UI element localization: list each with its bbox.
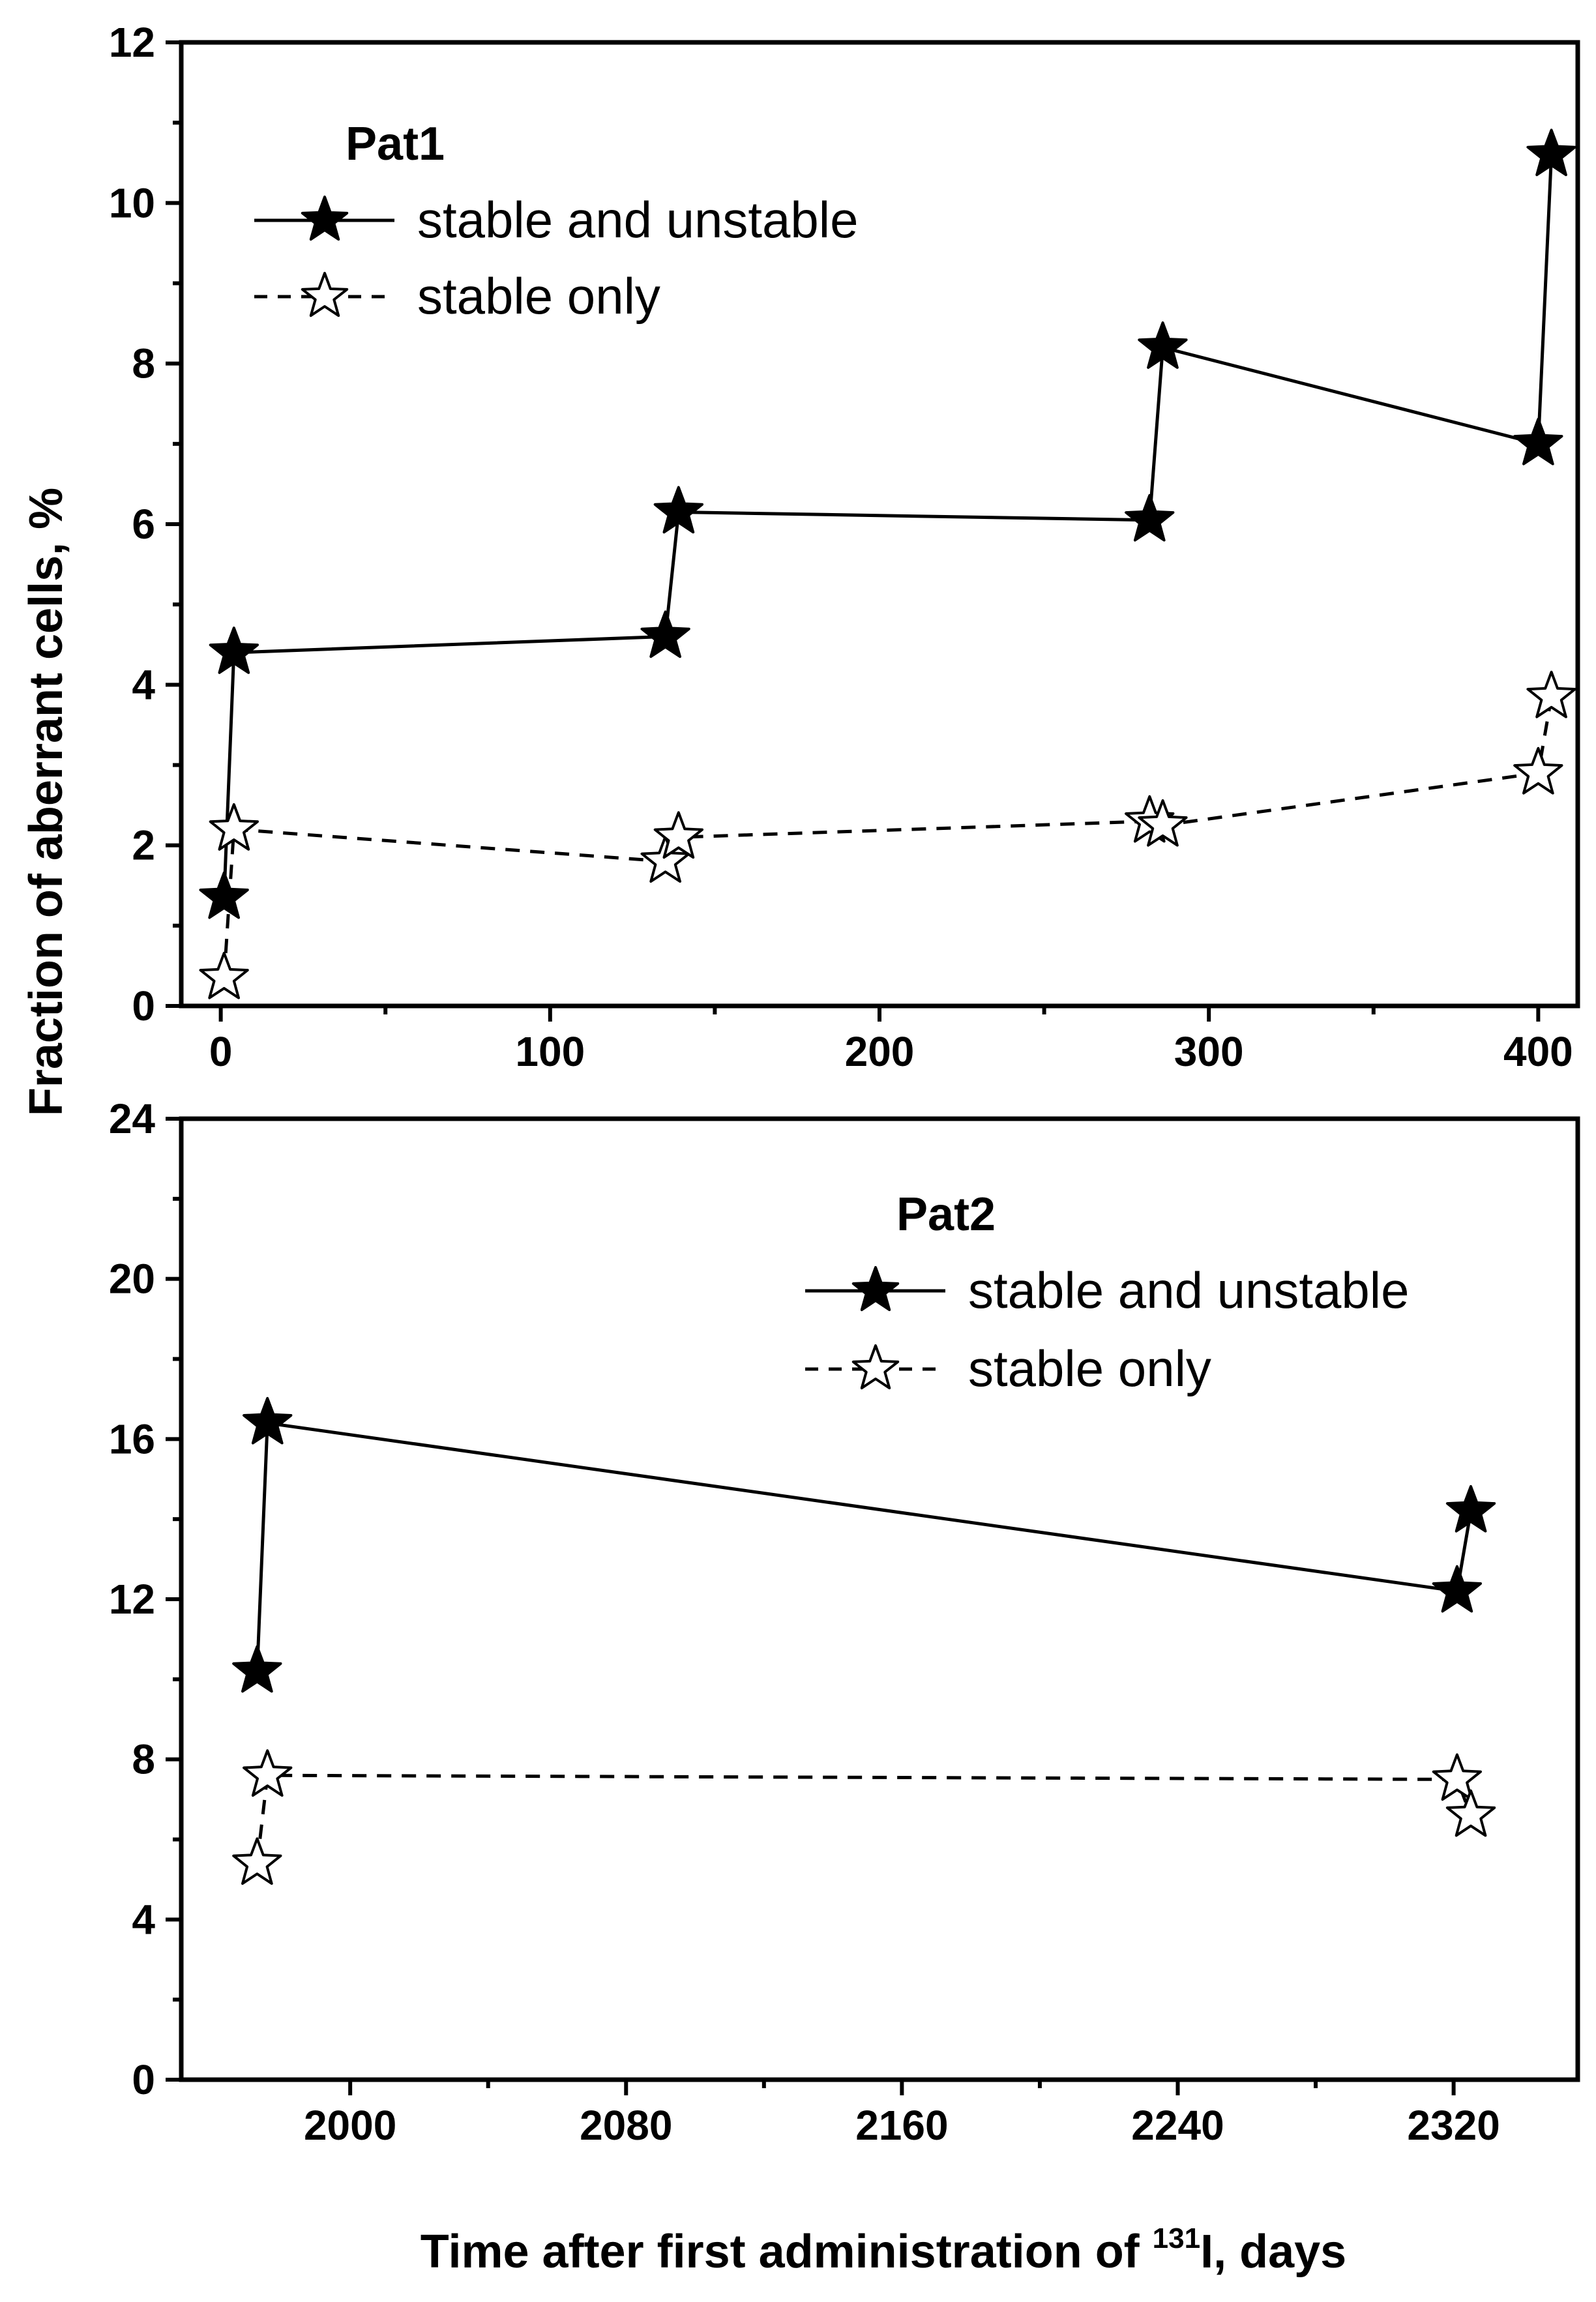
- legend-filled-star-icon: [301, 196, 349, 241]
- legend-label: stable and unstable: [417, 191, 859, 248]
- data-point-open-star: [1138, 799, 1188, 847]
- y-tick-label: 4: [132, 1896, 155, 1943]
- data-point-filled-star: [209, 627, 259, 674]
- legend-label: stable only: [417, 267, 660, 325]
- data-point-open-star: [243, 1749, 293, 1797]
- x-tick-label: 2320: [1407, 2102, 1500, 2149]
- data-point-open-star: [640, 835, 690, 883]
- data-point-open-star: [1513, 746, 1563, 795]
- data-point-filled-star: [1513, 417, 1563, 465]
- plot-frame: [179, 40, 1580, 1009]
- y-axis-title: Fraction of aberrant cells, %: [20, 488, 72, 1116]
- y-tick-label: 10: [109, 179, 155, 226]
- x-axis-title-prefix: Time after first administration of: [421, 2226, 1153, 2278]
- y-tick-label: 24: [109, 1095, 156, 1142]
- data-point-open-star: [199, 951, 249, 999]
- y-tick-label: 0: [132, 2056, 155, 2103]
- x-tick-label: 300: [1174, 1028, 1244, 1075]
- x-tick-label: 400: [1503, 1028, 1573, 1075]
- series-line-stable-and-unstable: [255, 1421, 1473, 1672]
- legend-label: stable only: [968, 1340, 1211, 1397]
- data-point-open-star: [209, 803, 259, 851]
- y-tick-label: 0: [132, 982, 155, 1029]
- y-tick-label: 6: [132, 501, 155, 548]
- pat2-chart-panel: 2000 2080 2160 2240 2320 0 4 8 12 16 20 24 Pat2 stabl…: [109, 1095, 1580, 2149]
- data-point-open-star: [232, 1837, 282, 1885]
- x-tick-label: 100: [515, 1028, 585, 1075]
- x-tick-label: 0: [209, 1028, 233, 1075]
- data-point-filled-star: [653, 486, 703, 534]
- x-axis-title-superscript: 131: [1153, 2222, 1200, 2254]
- y-tick-label: 16: [109, 1415, 155, 1462]
- data-point-filled-star: [243, 1396, 293, 1445]
- x-tick-label: 200: [845, 1028, 915, 1075]
- series-line-stable-only: [222, 696, 1554, 979]
- x-axis-title: Time after first administration of 131I,…: [421, 2222, 1346, 2278]
- series-line-stable-and-unstable: [222, 155, 1554, 898]
- x-tick-label: 2240: [1131, 2102, 1224, 2149]
- y-tick-label: 8: [132, 1736, 155, 1783]
- x-tick-label: 2000: [304, 2102, 396, 2149]
- data-point-filled-star: [1125, 494, 1175, 542]
- y-tick-label: 12: [109, 1576, 155, 1623]
- legend-filled-star-icon: [851, 1266, 900, 1312]
- y-tick-label: 12: [109, 19, 155, 66]
- x-tick-label: 2160: [855, 2102, 948, 2149]
- x-axis-title-suffix: I, days: [1200, 2226, 1346, 2278]
- panel-title: Pat2: [896, 1188, 996, 1241]
- data-point-filled-star: [199, 871, 249, 919]
- legend-open-star-icon: [301, 272, 349, 317]
- data-point-filled-star: [1526, 128, 1576, 177]
- pat1-chart-panel: 0 100 200 300 400 0 2 4 6 8 10 12 Pat1 stable and uns…: [109, 19, 1580, 1075]
- panel-title: Pat1: [346, 118, 445, 170]
- y-tick-label: 8: [132, 340, 155, 387]
- legend-label: stable and unstable: [968, 1262, 1410, 1319]
- y-tick-label: 4: [132, 661, 155, 708]
- data-point-open-star: [1526, 670, 1576, 718]
- legend-open-star-icon: [851, 1344, 900, 1390]
- y-tick-label: 2: [132, 822, 155, 869]
- y-tick-label: 20: [109, 1256, 155, 1303]
- data-point-open-star: [653, 811, 703, 859]
- series-line-stable-only: [255, 1773, 1473, 1864]
- data-point-filled-star: [640, 610, 690, 658]
- data-point-filled-star: [232, 1645, 282, 1693]
- data-point-filled-star: [1432, 1565, 1482, 1613]
- data-point-open-star: [1432, 1753, 1482, 1801]
- x-tick-label: 2080: [580, 2102, 672, 2149]
- data-point-filled-star: [1138, 321, 1188, 369]
- data-point-open-star: [1445, 1789, 1496, 1837]
- data-point-filled-star: [1445, 1484, 1496, 1533]
